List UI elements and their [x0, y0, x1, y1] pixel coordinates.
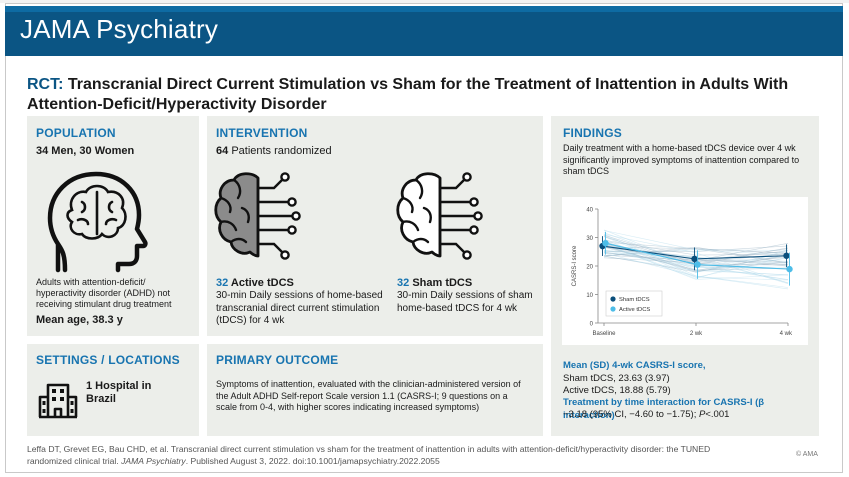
- sham-arm-count: 32: [397, 277, 410, 289]
- primary-outcome-heading: PRIMARY OUTCOME: [216, 353, 339, 367]
- intervention-heading: INTERVENTION: [216, 126, 308, 140]
- active-arm-description: 30-min Daily sessions of home-based tran…: [216, 290, 383, 326]
- trajectory-line: [603, 254, 789, 273]
- result-active: Active tDCS, 18.88 (5.79): [563, 385, 671, 396]
- legend-active-marker: [610, 306, 616, 312]
- trajectory-line: [603, 241, 789, 264]
- hospital-building-icon: [38, 383, 78, 419]
- trajectory-line: [603, 245, 789, 252]
- active-arm-count: 32: [216, 277, 229, 289]
- y-tick-label: 0: [590, 322, 594, 328]
- y-tick-label: 10: [586, 293, 593, 299]
- title-tag: RCT:: [27, 76, 64, 93]
- population-description: Adults with attention-deficit/ hyperacti…: [36, 277, 172, 309]
- legend-sham-label: Sham tDCS: [619, 297, 650, 303]
- sham-arm-name: Sham tDCS: [412, 277, 473, 289]
- brain-circuit-outline-icon: [396, 172, 483, 260]
- y-tick-label: 30: [586, 236, 593, 242]
- trajectory-line: [603, 233, 789, 284]
- settings-heading: SETTINGS / LOCATIONS: [36, 353, 180, 367]
- citation: Leffa DT, Grevet EG, Bau CHD, et al. Tra…: [27, 443, 747, 467]
- citation-journal: JAMA Psychiatry: [121, 456, 186, 466]
- trajectory-line: [603, 245, 789, 272]
- trajectory-line: [603, 246, 789, 264]
- y-tick-label: 40: [586, 208, 593, 214]
- findings-heading: FINDINGS: [563, 126, 622, 140]
- journal-name: JAMA Psychiatry: [20, 14, 219, 44]
- copyright: © AMA: [796, 451, 818, 458]
- trajectory-line: [603, 249, 789, 256]
- sham-arm-description: 30-min Daily sessions of sham home-based…: [397, 290, 533, 314]
- interaction-value: −3.18 (95% CI, −4.60 to −1.75); P<.001: [563, 409, 729, 422]
- sham-point: [783, 252, 790, 259]
- title-text: Transcranial Direct Current Stimulation …: [27, 76, 789, 113]
- y-axis-label: CASRS-I score: [572, 245, 578, 286]
- legend-sham-marker: [610, 296, 616, 302]
- trajectory-line: [603, 243, 789, 280]
- interaction-p-value: <.001: [705, 409, 730, 420]
- findings-summary: Daily treatment with a home-based tDCS d…: [563, 143, 800, 176]
- intervention-panel: [207, 116, 543, 336]
- trajectory-line: [603, 243, 789, 278]
- randomized-line: 64 Patients randomized: [216, 145, 332, 158]
- sham-arm-title: 32 Sham tDCS: [397, 277, 472, 290]
- head-brain-icon: [47, 171, 148, 273]
- casrs-chart: 0 10 20 30 40 Baseline 2 wk 4 wk CASRS-I score Sh…: [572, 208, 793, 338]
- primary-outcome-panel: [207, 344, 543, 436]
- interaction-heading: Treatment by time interaction for CASRS-…: [563, 397, 765, 421]
- result-sham: Sham tDCS, 23.63 (3.97): [563, 373, 670, 384]
- legend-active-label: Active tDCS: [619, 307, 650, 313]
- active-point: [694, 261, 701, 268]
- interaction-p-symbol: P: [699, 409, 706, 420]
- page-title: RCT: Transcranial Direct Current Stimula…: [27, 75, 817, 115]
- population-mean-age: Mean age, 38.3 y: [36, 314, 123, 326]
- population-counts: 34 Men, 30 Women: [36, 145, 135, 157]
- active-point: [602, 240, 609, 247]
- randomized-label: Patients randomized: [231, 145, 332, 157]
- journal-banner: [5, 6, 843, 56]
- active-arm-name: Active tDCS: [230, 277, 294, 289]
- y-tick-label: 20: [586, 265, 593, 271]
- trajectory-line: [603, 244, 789, 279]
- citation-tail: . Published August 3, 2022. doi:10.1001/…: [185, 456, 440, 466]
- active-arm-title: 32 Active tDCS: [216, 277, 294, 290]
- settings-text: 1 Hospital in Brazil: [86, 380, 152, 405]
- active-point: [786, 265, 793, 273]
- x-tick-label: Baseline: [592, 331, 616, 337]
- interaction-ci: −3.18 (95% CI, −4.60 to −1.75);: [563, 409, 699, 420]
- x-tick-label: 4 wk: [780, 331, 793, 337]
- top-rule: [0, 0, 849, 3]
- citation-text: Leffa DT, Grevet EG, Bau CHD, et al. Tra…: [27, 444, 711, 466]
- result-heading: Mean (SD) 4-wk CASRS-I score,: [563, 360, 706, 371]
- trajectory-line: [603, 252, 789, 290]
- primary-outcome-text: Symptoms of inattention, evaluated with …: [216, 379, 521, 412]
- sham-point: [691, 255, 698, 263]
- legend-box: [605, 290, 663, 317]
- brain-circuit-filled-icon: [214, 172, 301, 260]
- x-tick-label: 2 wk: [690, 331, 703, 337]
- population-heading: POPULATION: [36, 126, 116, 140]
- population-panel: [27, 116, 199, 336]
- randomized-count: 64: [216, 145, 229, 157]
